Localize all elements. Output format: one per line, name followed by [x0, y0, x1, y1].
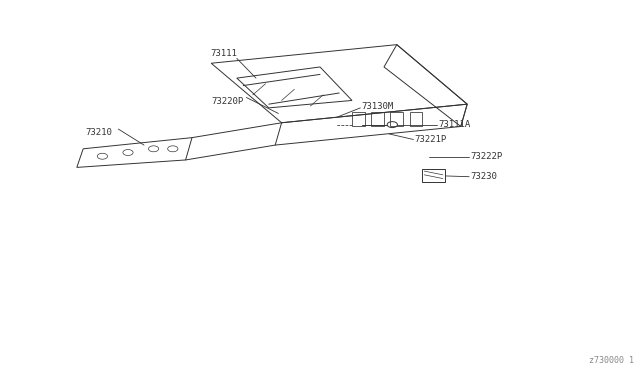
- Text: 73111: 73111: [211, 49, 237, 58]
- Text: 73222P: 73222P: [470, 153, 502, 161]
- Text: 73130M: 73130M: [362, 102, 394, 110]
- Text: 73230: 73230: [470, 172, 497, 181]
- Text: 73111A: 73111A: [438, 120, 470, 129]
- Text: z730000 1: z730000 1: [589, 356, 634, 365]
- Text: 73220P: 73220P: [211, 97, 243, 106]
- Text: 73221P: 73221P: [415, 135, 447, 144]
- Text: 73210: 73210: [86, 128, 113, 137]
